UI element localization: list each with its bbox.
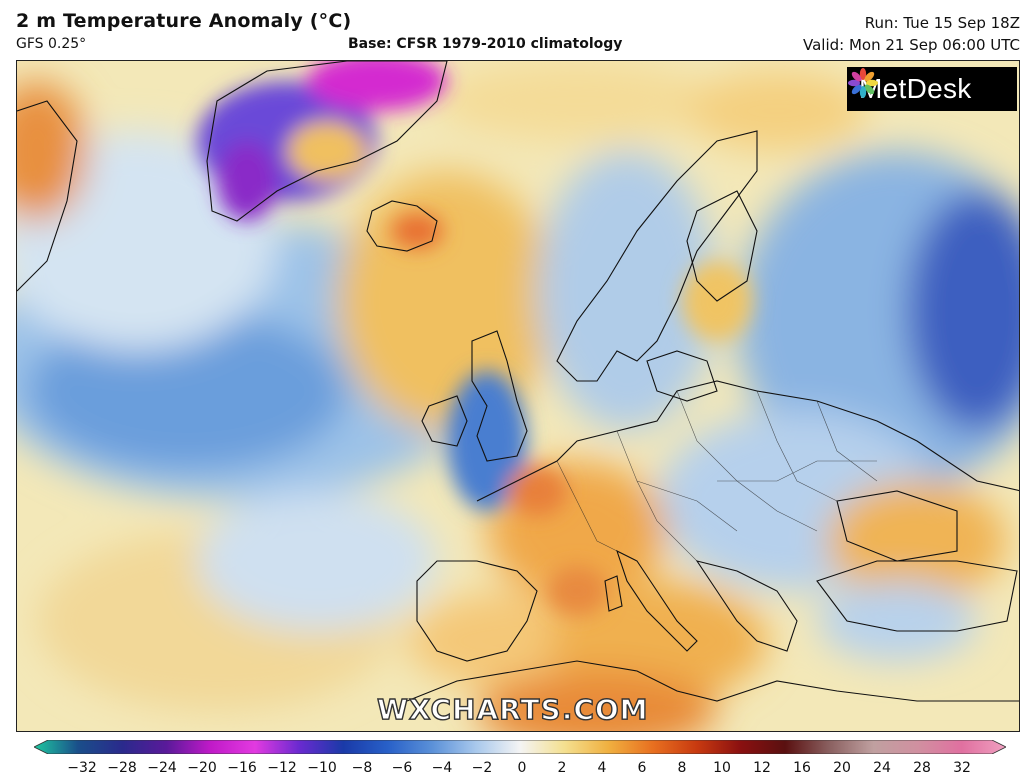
colorbar-tick-label: −16	[227, 760, 257, 776]
colorbar-tick-label: −32	[67, 760, 97, 776]
colorbar-tick-label: 0	[517, 760, 527, 776]
colorbar-tick-label: 2	[557, 760, 567, 776]
colorbar-tick-label: 16	[793, 760, 811, 776]
colorbar-tick-label: 20	[833, 760, 851, 776]
country-borders	[556, 390, 878, 562]
flower-logo-icon	[848, 68, 878, 98]
colorbar-tick-label: −12	[267, 760, 297, 776]
colorbar	[34, 740, 1006, 754]
run-time-label: Run: Tue 15 Sep 18Z	[864, 14, 1020, 32]
colorbar-tick-label: 12	[753, 760, 771, 776]
colorbar-tick-label: 32	[953, 760, 971, 776]
model-label: GFS 0.25°	[16, 36, 87, 52]
metdesk-logo: MetDesk	[847, 67, 1017, 111]
colorbar-tick-label: 4	[597, 760, 607, 776]
valid-time-label: Valid: Mon 21 Sep 06:00 UTC	[803, 36, 1020, 54]
logo-text: MetDesk	[859, 73, 972, 104]
colorbar-tick-label: −24	[147, 760, 177, 776]
colorbar-tick-label: 10	[713, 760, 731, 776]
colorbar-tick-label: 6	[637, 760, 647, 776]
anomaly-map[interactable]: MetDesk WXCHARTS.COM	[16, 60, 1020, 732]
colorbar-tick-label: −2	[471, 760, 493, 776]
chart-title: 2 m Temperature Anomaly (°C)	[16, 10, 352, 32]
colorbar-tick-label: −10	[307, 760, 337, 776]
anomaly-field	[17, 61, 1019, 731]
coastlines	[17, 61, 1019, 702]
colorbar-ticks: −32 −28 −24 −20 −16 −12 −10 −8 −6 −4 −2 0 2 4 6 8 10 12 16…	[34, 756, 1006, 778]
colorbar-tick-label: −28	[107, 760, 137, 776]
colorbar-tick-label: 8	[677, 760, 687, 776]
colorbar-tick-label: −20	[187, 760, 217, 776]
colorbar-tick-label: −8	[351, 760, 373, 776]
colorbar-tick-label: −4	[431, 760, 453, 776]
colorbar-tick-label: −6	[391, 760, 413, 776]
climatology-base-label: Base: CFSR 1979-2010 climatology	[348, 36, 623, 52]
colorbar-tick-label: 24	[873, 760, 891, 776]
wxcharts-watermark: WXCHARTS.COM	[376, 692, 649, 726]
colorbar-tick-label: 28	[913, 760, 931, 776]
